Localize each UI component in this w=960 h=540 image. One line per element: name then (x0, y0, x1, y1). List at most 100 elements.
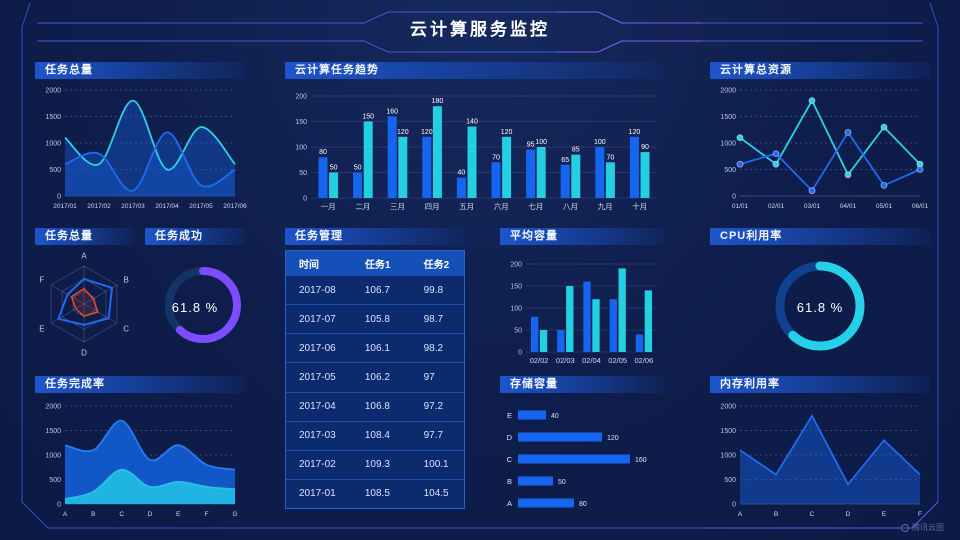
panel-title-cpu-usage: CPU利用率 (710, 228, 930, 245)
table-cell: 106.2 (364, 371, 390, 383)
svg-text:50: 50 (299, 170, 307, 177)
svg-text:160: 160 (635, 457, 647, 464)
table-cell: 109.3 (364, 459, 390, 471)
table-cell: 106.1 (364, 342, 390, 354)
table-cell: 2017-04 (299, 401, 336, 413)
table-header-cell: 时间 (299, 259, 319, 271)
table-cell: 2017-03 (299, 430, 336, 442)
svg-text:80: 80 (319, 149, 327, 156)
svg-text:2000: 2000 (720, 88, 736, 95)
svg-text:1500: 1500 (720, 428, 736, 435)
svg-text:B: B (774, 511, 778, 518)
svg-text:1000: 1000 (45, 141, 61, 148)
table-cell: 97.7 (423, 430, 444, 442)
svg-text:180: 180 (432, 98, 444, 105)
svg-text:A: A (738, 511, 743, 518)
page-title: 云计算服务监控 (410, 20, 550, 39)
panel-title-task-completion: 任务完成率 (35, 376, 245, 393)
table-row: 2017-08 106.7 99.8 (286, 275, 464, 305)
svg-text:03/01: 03/01 (804, 203, 821, 210)
svg-text:02/04: 02/04 (582, 356, 601, 365)
watermark-label: 腾讯云图 (912, 523, 944, 532)
svg-text:500: 500 (724, 477, 736, 484)
table-cell: 108.4 (364, 430, 390, 442)
svg-text:F: F (39, 276, 44, 285)
svg-text:500: 500 (49, 477, 61, 484)
svg-text:02/01: 02/01 (768, 203, 785, 210)
svg-text:二月: 二月 (355, 202, 370, 211)
svg-text:100: 100 (295, 145, 307, 152)
svg-text:六月: 六月 (494, 201, 509, 211)
svg-text:02/06: 02/06 (635, 356, 654, 365)
table-row: 2017-05 106.2 97 (286, 362, 464, 392)
panel-title-task-radar: 任务总量 (35, 228, 135, 245)
svg-text:十月: 十月 (632, 201, 647, 211)
svg-text:E: E (39, 324, 44, 333)
avg-capacity-chart: 0 50 100 150 200 02/02 02/03 02/04 02/05 02/06 (510, 262, 657, 365)
svg-text:0: 0 (732, 502, 736, 509)
table-cell: 2017-05 (299, 371, 336, 383)
svg-text:1000: 1000 (45, 453, 61, 460)
svg-text:1000: 1000 (720, 141, 736, 148)
task-total-line-chart: 0 500 1000 1500 2000 2017/01 2017/02 2017/03 201… (45, 88, 247, 211)
svg-text:E: E (507, 411, 512, 420)
svg-text:D: D (507, 433, 513, 442)
table-row: 2017-02 109.3 100.1 (286, 449, 464, 479)
svg-text:0: 0 (303, 196, 307, 203)
svg-text:95: 95 (527, 142, 535, 149)
svg-text:100: 100 (594, 139, 606, 146)
svg-text:F: F (205, 511, 209, 518)
table-cell: 108.5 (364, 488, 390, 500)
watermark-logo-icon (901, 523, 909, 532)
table-header-cell: 任务2 (423, 259, 450, 271)
panel-title-cloud-total-resource: 云计算总资源 (710, 62, 930, 79)
svg-text:B: B (91, 511, 95, 518)
svg-text:150: 150 (362, 114, 374, 121)
svg-text:F: F (918, 511, 922, 518)
svg-text:七月: 七月 (528, 202, 543, 211)
svg-text:0: 0 (57, 194, 61, 201)
table-row: 2017-07 105.8 98.7 (286, 304, 464, 334)
svg-text:150: 150 (510, 284, 522, 291)
svg-text:G: G (232, 511, 237, 518)
svg-text:120: 120 (607, 435, 619, 442)
svg-text:1500: 1500 (45, 428, 61, 435)
panel-title-avg-capacity: 平均容量 (500, 228, 665, 245)
svg-text:A: A (81, 251, 87, 260)
svg-text:160: 160 (386, 108, 398, 115)
svg-text:0: 0 (57, 502, 61, 509)
panel-title-task-management: 任务管理 (285, 228, 465, 245)
svg-text:2000: 2000 (45, 88, 61, 95)
svg-text:70: 70 (607, 154, 615, 161)
table-row: 2017-06 106.1 98.2 (286, 333, 464, 363)
svg-text:九月: 九月 (598, 202, 613, 211)
svg-text:B: B (123, 276, 128, 285)
table-row: 2017-01 108.5 104.5 (286, 478, 464, 508)
table-cell: 97 (423, 371, 435, 383)
svg-text:50: 50 (558, 479, 566, 486)
table-cell: 100.1 (423, 459, 449, 471)
svg-text:E: E (176, 511, 181, 518)
table-header-row: 时间 任务1 任务2 (286, 251, 464, 275)
cpu-usage-donut (775, 261, 865, 351)
svg-text:1500: 1500 (720, 114, 736, 121)
panel-title-task-success: 任务成功 (145, 228, 245, 245)
svg-text:五月: 五月 (459, 202, 474, 211)
task-completion-chart: 0 500 1000 1500 2000 A B C D E F G (45, 404, 237, 519)
svg-text:2000: 2000 (720, 404, 736, 411)
svg-text:E: E (882, 511, 887, 518)
svg-text:85: 85 (572, 147, 580, 154)
cloud-total-resource-chart: 0 500 1000 1500 2000 01/01 02/01 03/01 04/01 05/0… (720, 88, 928, 211)
table-cell: 106.7 (364, 284, 390, 296)
svg-text:1500: 1500 (45, 114, 61, 121)
svg-text:200: 200 (295, 94, 307, 101)
table-cell: 2017-01 (299, 488, 336, 500)
svg-text:65: 65 (561, 157, 569, 164)
svg-text:B: B (507, 477, 512, 486)
table-header-cell: 任务1 (364, 259, 391, 271)
svg-text:1000: 1000 (720, 453, 736, 460)
svg-text:0: 0 (732, 194, 736, 201)
table-cell: 2017-08 (299, 284, 336, 296)
svg-text:四月: 四月 (425, 202, 440, 211)
svg-text:三月: 三月 (390, 202, 405, 211)
